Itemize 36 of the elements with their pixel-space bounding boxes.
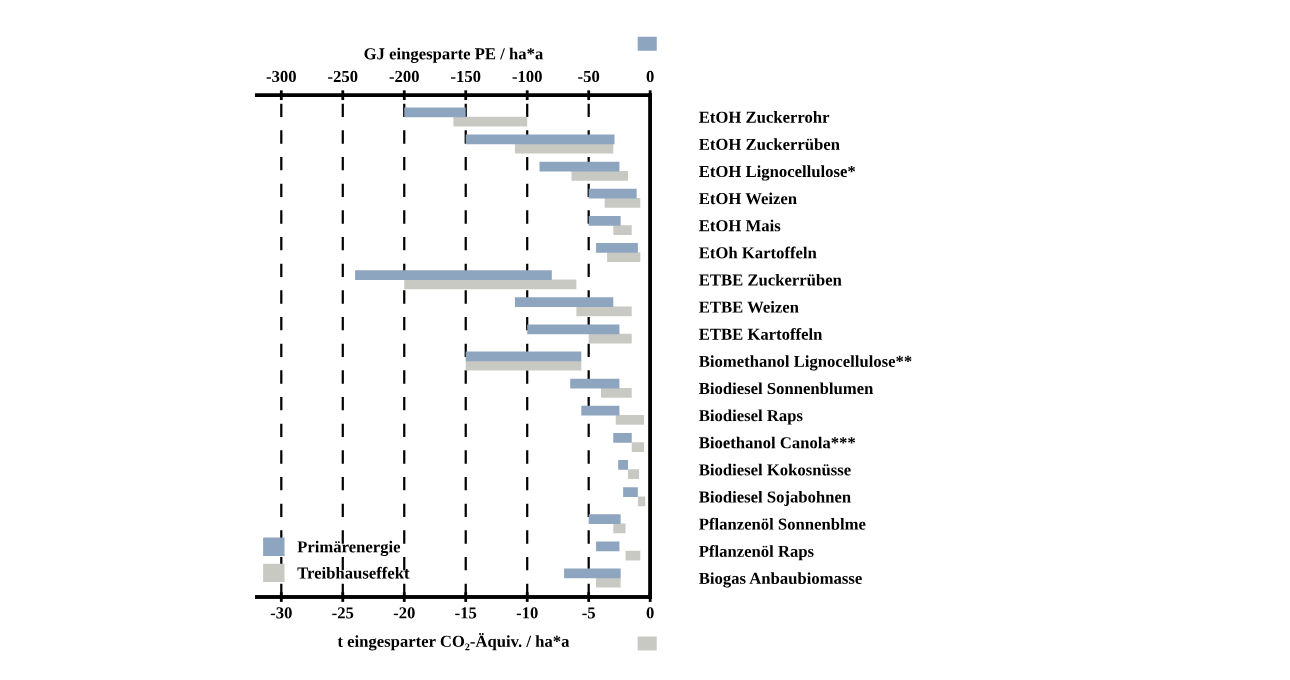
y-tick-label: Pflanzenöl Raps: [699, 545, 814, 561]
y-tick-label: Biodiesel Raps: [699, 409, 803, 425]
x2-tick-label: -150: [451, 70, 481, 83]
y-tick-label: EtOH Mais: [699, 219, 781, 232]
y-tick-label: Biodiesel Sonnenblumen: [699, 382, 874, 395]
x2-tick-label: -250: [328, 70, 358, 83]
x-tick-label: 0: [646, 607, 654, 619]
x-tick-label: -10: [516, 607, 538, 619]
x-tick-label: -20: [393, 607, 415, 619]
x-axis-title: t eingesparter CO₂-Äquiv. / ha*a: [337, 632, 570, 651]
legend-label: Treibhauseffekt: [297, 566, 410, 579]
x2-tick-label: -200: [389, 70, 419, 83]
x-tick-label: -5: [582, 607, 596, 619]
x2-tick-label: -50: [578, 70, 600, 83]
x-tick-label: -25: [332, 607, 354, 619]
y-tick-label: EtOH Lignocellulose*: [699, 165, 856, 181]
y-tick-label: EtOH Zuckerrüben: [699, 138, 840, 151]
y-tick-label: Biodiesel Sojabohnen: [699, 490, 851, 506]
y-tick-label: Bioethanol Canola***: [699, 436, 856, 449]
y-tick-label: EtOH Weizen: [699, 192, 797, 205]
y-tick-label: EtOh Kartoffeln: [699, 246, 817, 259]
legend-label: Primärenergie: [297, 540, 401, 556]
y-tick-label: EtOH Zuckerrohr: [699, 111, 830, 123]
y-tick-label: Biomethanol Lignocellulose**: [699, 355, 912, 371]
y-tick-label: Pflanzenöl Sonnenblme: [699, 517, 866, 530]
y-tick-label: Biogas Anbaubiomasse: [699, 572, 862, 588]
x2-axis-title: GJ eingesparte PE / ha*a: [364, 47, 543, 63]
y-tick-label: ETBE Weizen: [699, 301, 799, 313]
x2-tick-label: -100: [512, 70, 542, 83]
y-tick-label: ETBE Zuckerrüben: [699, 273, 842, 286]
y-tick-label: Biodiesel Kokosnüsse: [699, 463, 851, 476]
x-tick-label: -15: [455, 607, 477, 619]
x2-tick-label: -300: [266, 70, 296, 83]
x-tick-label: -30: [270, 607, 292, 619]
x2-tick-label: 0: [646, 70, 654, 83]
y-tick-label: ETBE Kartoffeln: [699, 327, 823, 340]
